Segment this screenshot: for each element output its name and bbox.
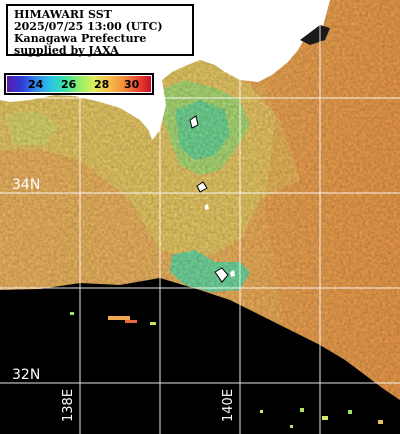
speckle	[290, 425, 293, 428]
speckle	[378, 420, 383, 424]
lon-label-138e: 138E	[61, 388, 76, 422]
speckle	[150, 322, 156, 325]
title-box: HIMAWARI SST 2025/07/25 13:00 (UTC) Kana…	[6, 4, 194, 57]
speckle	[348, 410, 352, 414]
lat-label-34n: 34N	[12, 177, 41, 193]
colorbar-gradient	[7, 76, 151, 92]
colorbar: 24 26 28 30	[4, 73, 154, 95]
colorbar-tick: 30	[124, 78, 140, 91]
colorbar-tick: 24	[28, 78, 44, 91]
speckle	[125, 320, 137, 323]
outline-hachijojima	[214, 267, 229, 283]
colorbar-tick: 26	[61, 78, 77, 91]
land-mikurajima	[205, 204, 209, 210]
outline-izu-oshima	[189, 115, 199, 129]
title-product: HIMAWARI SST	[14, 8, 112, 21]
speckle	[70, 312, 74, 315]
lon-label-140e: 140E	[221, 388, 236, 422]
title-region: Kanagawa Prefecture	[14, 32, 147, 45]
land-islet	[230, 270, 235, 277]
mask-speckles	[70, 312, 383, 428]
lat-label-32n: 32N	[12, 367, 41, 383]
tokyo-bay-dark	[300, 25, 330, 45]
speckle	[322, 416, 328, 420]
cloud-mask-south	[0, 278, 400, 434]
island-outlines	[189, 115, 229, 283]
speckle	[108, 316, 130, 320]
speckle	[300, 408, 304, 412]
title-timestamp: 2025/07/25 13:00 (UTC)	[14, 20, 163, 33]
cloud-mask	[0, 278, 400, 434]
colorbar-tick: 28	[94, 78, 110, 91]
title-credit: supplied by JAXA	[14, 44, 119, 57]
outline-miyakejima	[196, 181, 208, 193]
speckle	[260, 410, 263, 413]
land-miura	[240, 45, 264, 66]
land-kanto	[200, 0, 330, 82]
